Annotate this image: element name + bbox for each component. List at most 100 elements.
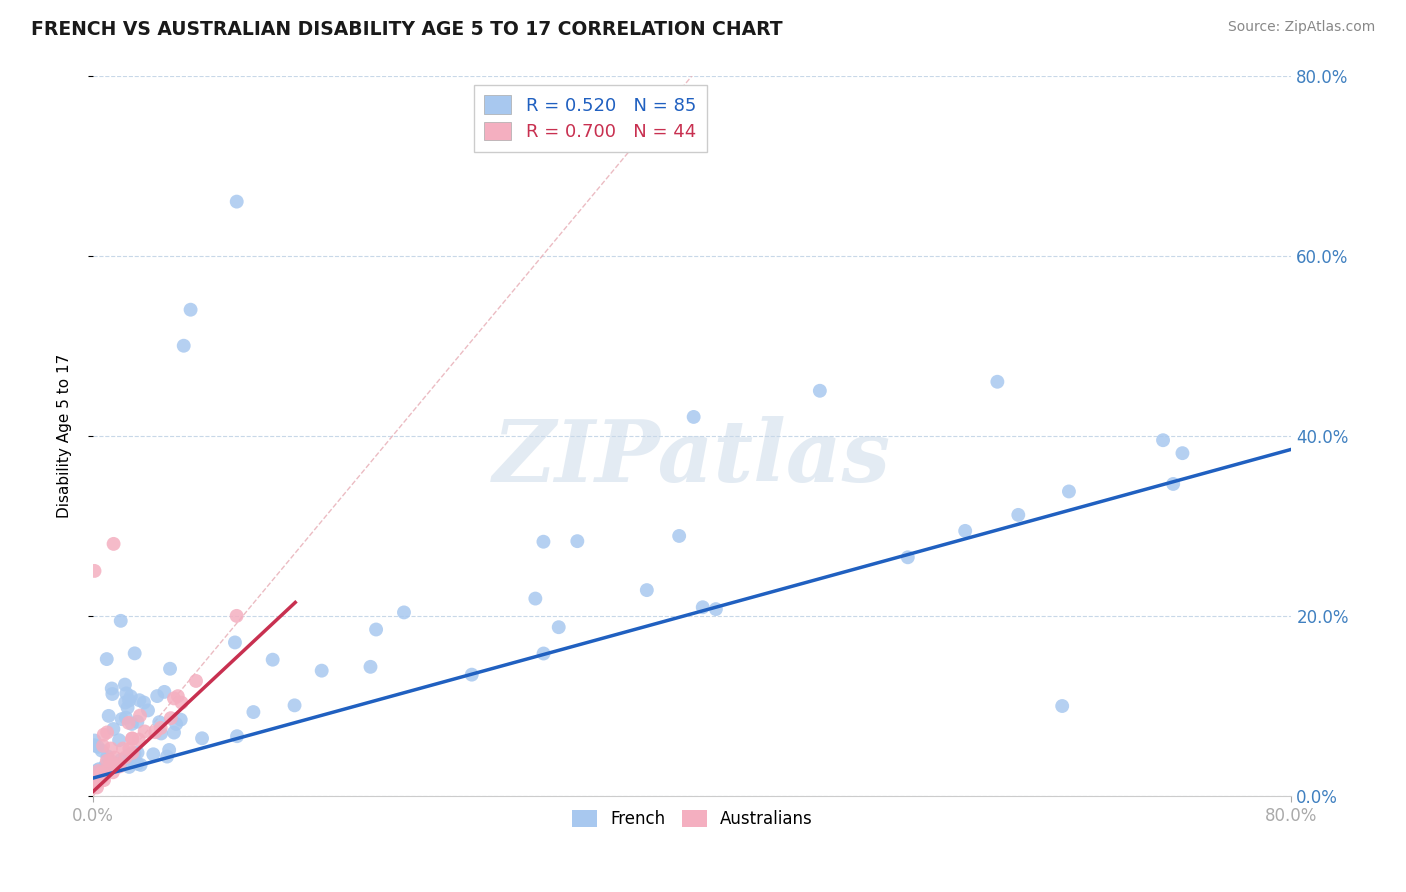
Point	[567, 534, 589, 549]
Point	[117, 715, 139, 730]
Point	[533, 534, 555, 549]
Point	[86, 780, 108, 795]
Point	[86, 768, 108, 782]
Point	[682, 409, 704, 424]
Point	[166, 689, 188, 703]
Point	[115, 711, 138, 725]
Point	[149, 721, 172, 735]
Point	[636, 583, 658, 598]
Point	[111, 712, 134, 726]
Point	[90, 767, 112, 781]
Point	[225, 194, 247, 209]
Point	[91, 771, 114, 785]
Point	[180, 302, 202, 317]
Point	[153, 685, 176, 699]
Point	[226, 729, 249, 743]
Point	[225, 608, 247, 623]
Point	[146, 689, 169, 703]
Point	[86, 769, 108, 783]
Point	[101, 765, 124, 780]
Point	[533, 647, 555, 661]
Point	[117, 700, 139, 714]
Point	[127, 714, 149, 729]
Y-axis label: Disability Age 5 to 17: Disability Age 5 to 17	[58, 354, 72, 518]
Point	[142, 747, 165, 762]
Point	[101, 687, 124, 701]
Point	[157, 743, 180, 757]
Point	[104, 757, 127, 772]
Point	[108, 733, 131, 747]
Point	[121, 746, 143, 760]
Legend: French, Australians: French, Australians	[565, 803, 820, 835]
Point	[360, 660, 382, 674]
Point	[242, 705, 264, 719]
Point	[83, 772, 105, 787]
Point	[100, 681, 122, 696]
Point	[124, 646, 146, 660]
Point	[392, 606, 415, 620]
Point	[1152, 434, 1174, 448]
Point	[1050, 698, 1073, 713]
Point	[184, 673, 207, 688]
Point	[461, 667, 484, 681]
Point	[96, 749, 118, 764]
Point	[83, 733, 105, 747]
Point	[191, 731, 214, 746]
Point	[107, 757, 129, 772]
Point	[121, 717, 143, 731]
Point	[96, 754, 118, 768]
Point	[118, 741, 141, 756]
Point	[91, 765, 114, 780]
Point	[128, 693, 150, 707]
Point	[121, 731, 143, 746]
Point	[163, 725, 186, 739]
Point	[103, 537, 125, 551]
Point	[364, 623, 387, 637]
Point	[134, 724, 156, 739]
Point	[129, 758, 152, 772]
Point	[100, 741, 122, 756]
Point	[83, 564, 105, 578]
Point	[170, 713, 193, 727]
Point	[96, 652, 118, 666]
Point	[262, 653, 284, 667]
Point	[224, 635, 246, 649]
Point	[127, 746, 149, 760]
Point	[1171, 446, 1194, 460]
Point	[96, 725, 118, 739]
Point	[118, 760, 141, 774]
Point	[897, 550, 920, 565]
Point	[165, 717, 187, 731]
Point	[110, 614, 132, 628]
Point	[143, 725, 166, 739]
Point	[311, 664, 333, 678]
Point	[93, 773, 115, 788]
Point	[170, 696, 193, 710]
Point	[98, 754, 121, 768]
Point	[98, 760, 121, 774]
Point	[87, 762, 110, 776]
Point	[1007, 508, 1029, 522]
Point	[90, 743, 112, 757]
Point	[115, 686, 138, 700]
Point	[524, 591, 547, 606]
Point	[122, 755, 145, 769]
Point	[93, 728, 115, 742]
Point	[118, 748, 141, 763]
Point	[283, 698, 305, 713]
Point	[83, 772, 105, 787]
Point	[120, 690, 142, 704]
Point	[94, 759, 117, 773]
Point	[173, 339, 195, 353]
Text: ZIPatlas: ZIPatlas	[494, 416, 891, 500]
Point	[104, 750, 127, 764]
Point	[87, 739, 110, 754]
Point	[132, 696, 155, 710]
Point	[986, 375, 1008, 389]
Point	[129, 708, 152, 723]
Point	[86, 772, 108, 786]
Point	[114, 750, 136, 764]
Point	[87, 775, 110, 789]
Point	[808, 384, 831, 398]
Point	[668, 529, 690, 543]
